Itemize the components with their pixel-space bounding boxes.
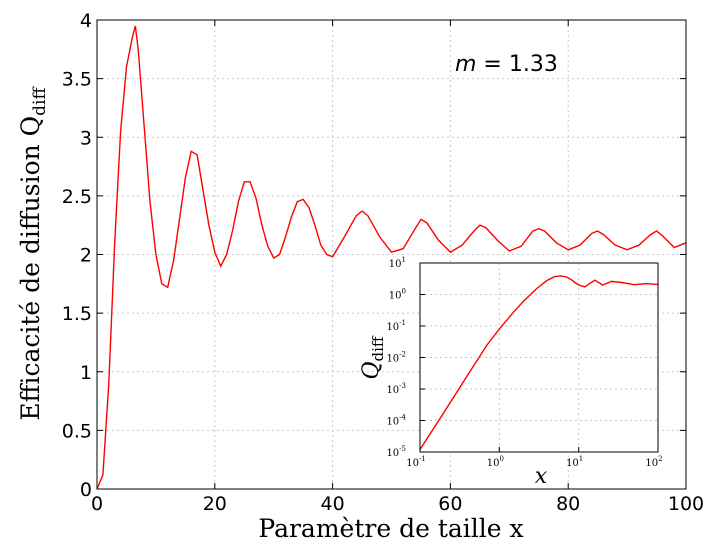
inset-background bbox=[420, 263, 658, 452]
inset-x-axis-title: x bbox=[535, 464, 548, 489]
main-x-tick-label: 20 bbox=[203, 493, 227, 515]
main-x-tick-label: 80 bbox=[556, 493, 580, 515]
main-plot-frame bbox=[96, 19, 687, 490]
main-y-tick-labels: 0 0.5 1 1.5 2 2.5 3 3.5 4 bbox=[62, 10, 92, 501]
main-x-axis-title: Paramètre de taille x bbox=[258, 514, 523, 543]
main-x-tick-label: 100 bbox=[668, 493, 704, 515]
main-x-tick-labels: 0 20 40 60 80 100 bbox=[91, 493, 704, 515]
main-y-tick-label: 2 bbox=[80, 245, 92, 267]
inset-y-axis-title: Qdiff bbox=[359, 335, 387, 379]
main-series-line bbox=[96, 25, 687, 490]
inset-chart: 10-1 100 101 102 10-510-410-310-210-1100101… bbox=[359, 256, 663, 489]
main-x-tick-label: 0 bbox=[91, 493, 103, 515]
main-x-tick-label: 40 bbox=[321, 493, 345, 515]
main-y-tick-label: 1 bbox=[80, 362, 92, 384]
main-y-tick-label: 4 bbox=[80, 10, 92, 32]
inset-series-line bbox=[419, 275, 659, 450]
annotation-refractive-index: m = 1.33 bbox=[455, 52, 558, 77]
inset-plot-frame bbox=[419, 262, 659, 453]
main-y-tick-label: 3.5 bbox=[62, 69, 92, 91]
main-y-tick-label: 0 bbox=[80, 479, 92, 501]
main-y-tick-label: 2.5 bbox=[62, 186, 92, 208]
main-y-axis-title-group: Efficacité de diffusion Qdiff bbox=[16, 86, 50, 421]
main-y-axis-title: Efficacité de diffusion Qdiff bbox=[16, 86, 50, 421]
main-x-tick-label: 60 bbox=[438, 493, 462, 515]
main-y-tick-label: 3 bbox=[80, 127, 92, 149]
main-y-tick-label: 1.5 bbox=[62, 303, 92, 325]
main-chart: 0 20 40 60 80 100 00.511.522.533.54 m = 1.33 … bbox=[16, 10, 704, 543]
inset-y-axis-title-group: Qdiff bbox=[359, 335, 387, 379]
main-y-tick-label: 0.5 bbox=[62, 420, 92, 442]
